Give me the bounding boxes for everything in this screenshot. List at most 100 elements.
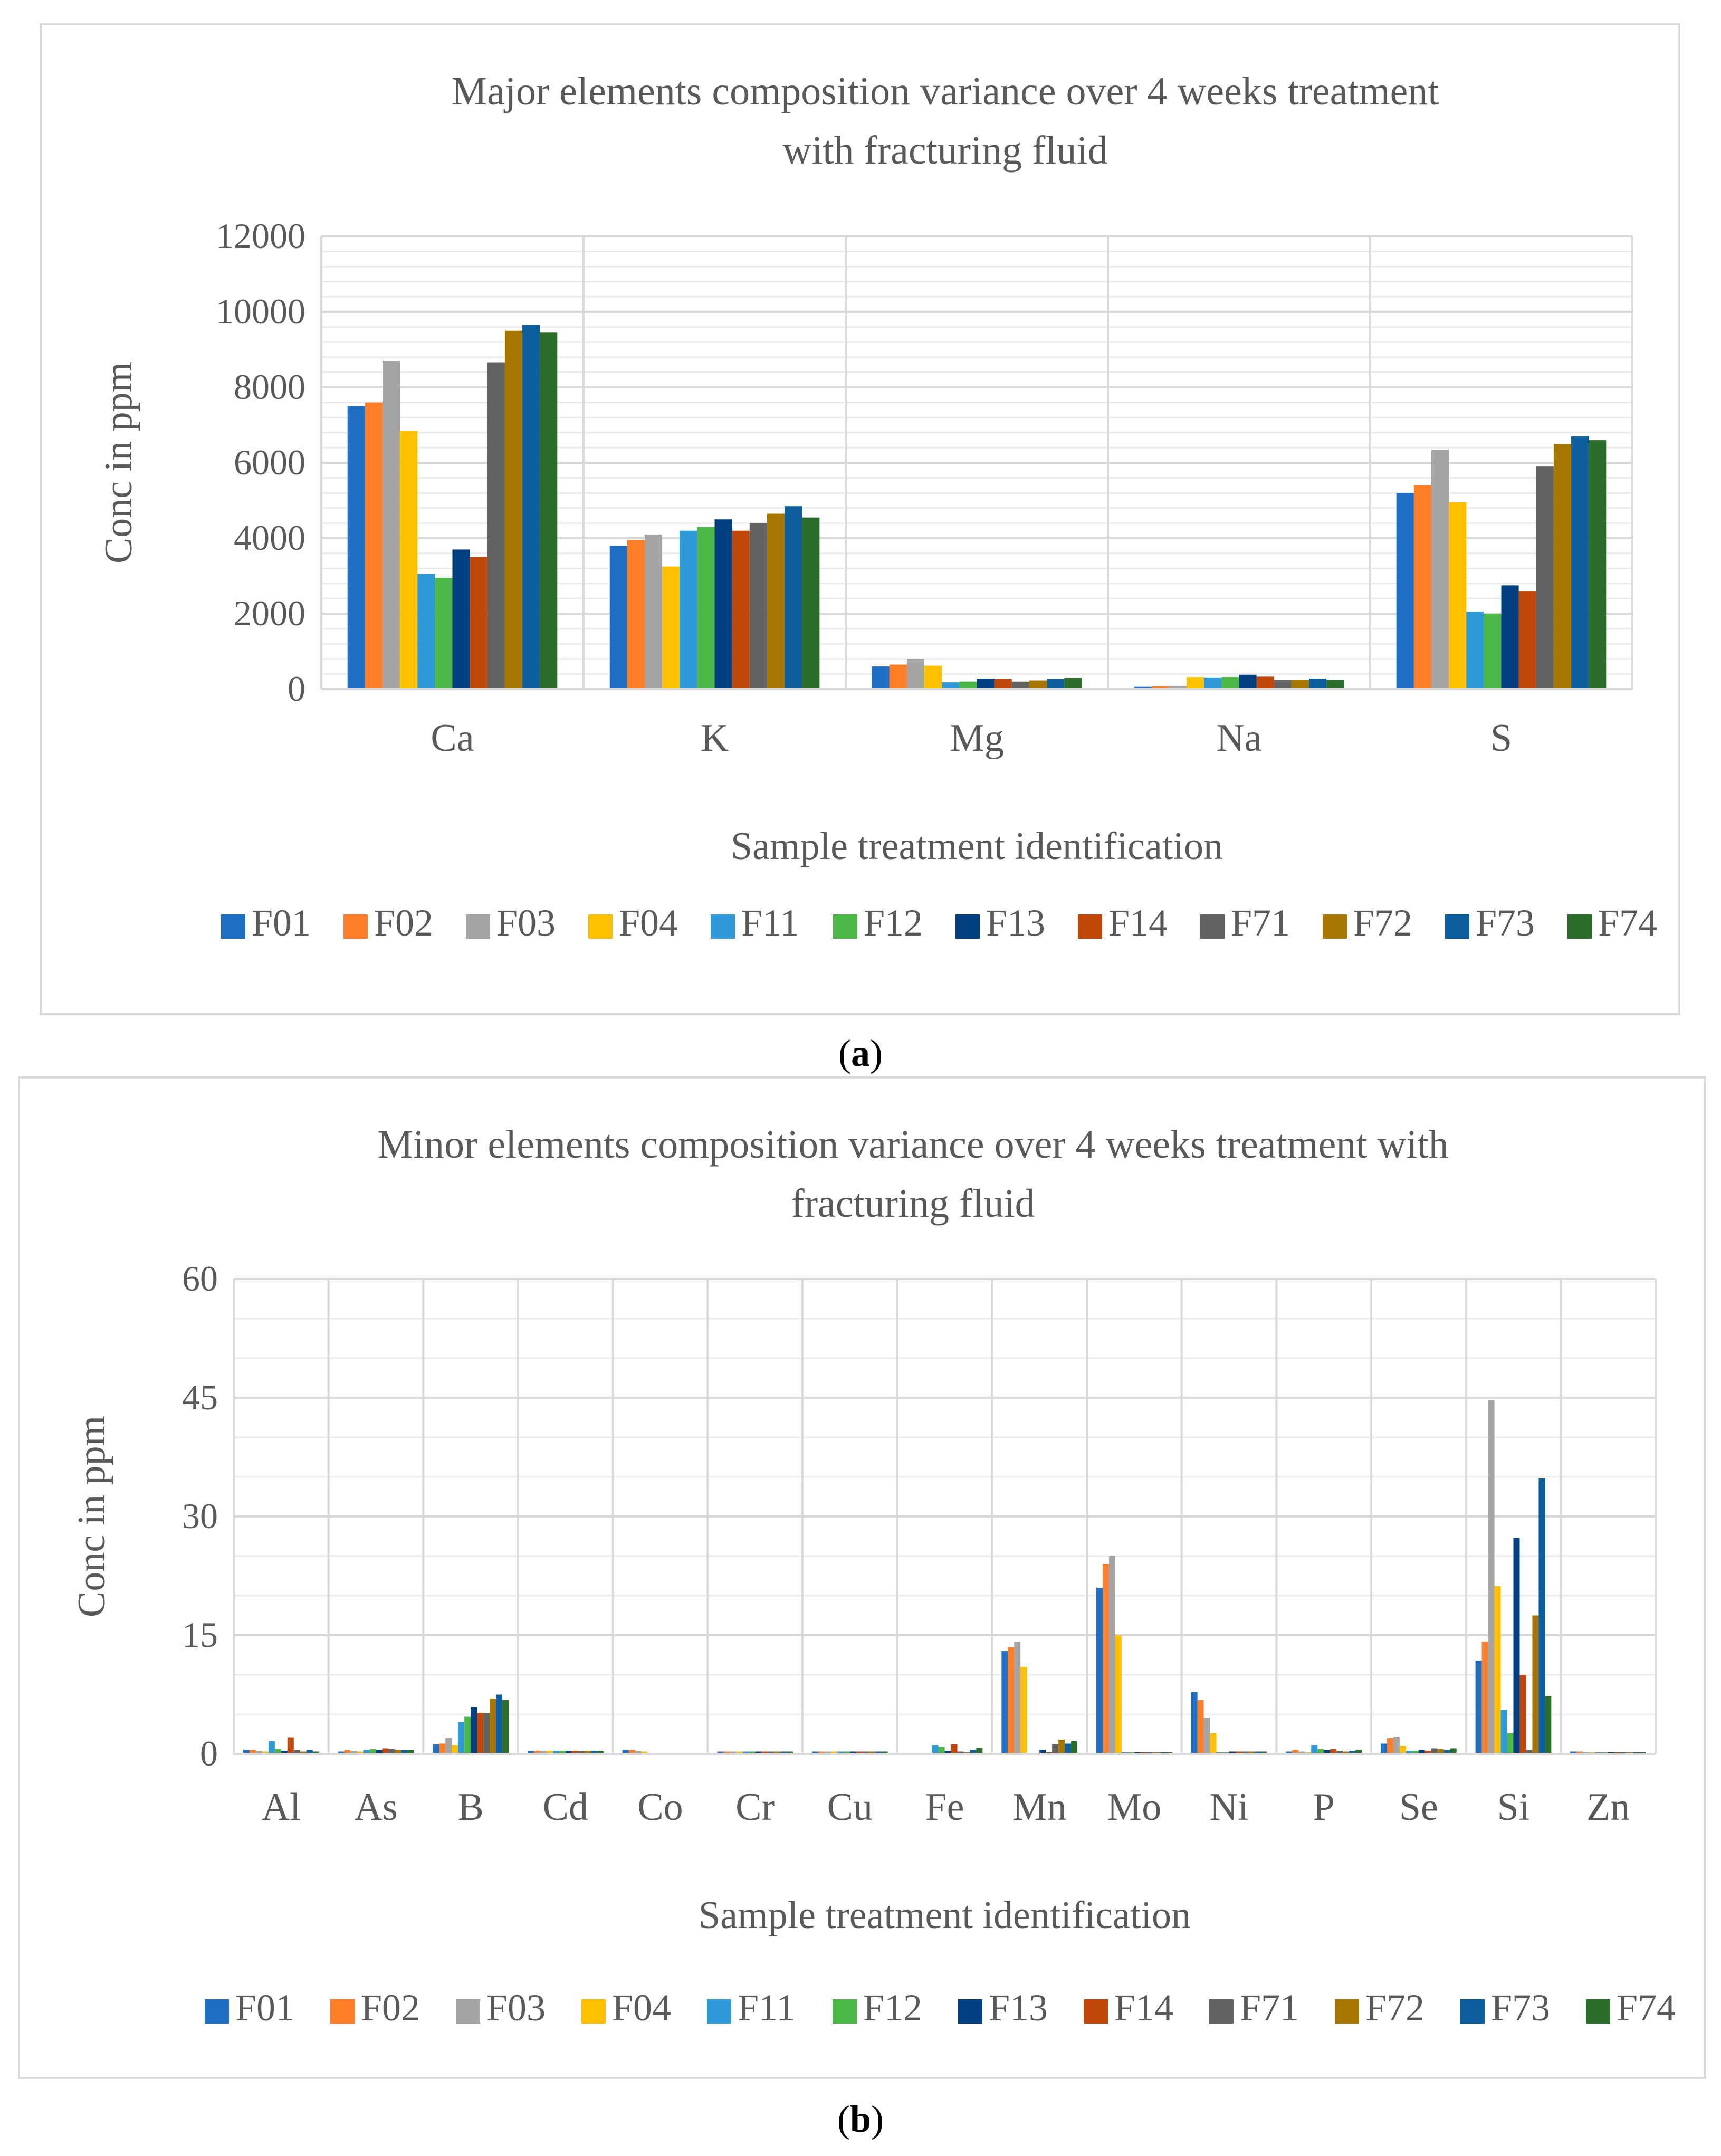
- bar-f13-al: [281, 1751, 288, 1754]
- bar-f71-cr: [768, 1751, 775, 1754]
- bar-f71-mg: [1011, 681, 1029, 689]
- bar-f04-cd: [546, 1751, 553, 1754]
- bar-f72-cd: [584, 1751, 591, 1754]
- y-tick-label: 10000: [216, 291, 305, 331]
- bar-f72-se: [1437, 1749, 1444, 1754]
- bar-f74-k: [802, 517, 820, 689]
- bar-f13-k: [714, 519, 732, 689]
- bar-f04-ni: [1210, 1733, 1217, 1754]
- bar-f71-fe: [957, 1751, 964, 1754]
- bar-f71-ca: [487, 362, 505, 689]
- bar-f11-cr: [742, 1751, 749, 1754]
- legend-label-f12: F12: [863, 1987, 922, 2029]
- bar-f03-cr: [730, 1751, 737, 1754]
- bar-f13-cd: [565, 1751, 572, 1754]
- bar-f12-mg: [959, 681, 977, 689]
- bar-f74-si: [1545, 1696, 1552, 1754]
- bar-f01-k: [609, 546, 627, 689]
- bar-f02-se: [1387, 1738, 1393, 1754]
- bar-f01-ca: [347, 406, 365, 689]
- bar-f73-cu: [875, 1751, 882, 1754]
- bar-f04-s: [1449, 502, 1467, 689]
- bar-f01-s: [1396, 493, 1414, 689]
- bar-f71-cd: [578, 1751, 585, 1754]
- x-category-label: Si: [1497, 1786, 1530, 1829]
- bar-f12-b: [464, 1716, 471, 1754]
- x-category-label: S: [1490, 717, 1512, 760]
- bar-f01-na: [1134, 686, 1152, 689]
- legend-label-f03: F03: [486, 1987, 546, 2029]
- y-tick-label: 2000: [234, 593, 305, 633]
- x-axis-title: Sample treatment identification: [699, 1894, 1191, 1937]
- bar-f73-b: [496, 1694, 503, 1754]
- bar-f12-p: [1317, 1749, 1324, 1754]
- bar-f73-s: [1571, 436, 1589, 689]
- legend-swatch-f72: [1335, 1999, 1359, 2024]
- bar-f13-b: [471, 1707, 477, 1754]
- bar-f04-ca: [400, 431, 418, 689]
- bar-f72-b: [490, 1699, 496, 1754]
- bar-f12-cu: [843, 1751, 850, 1754]
- bar-f72-cu: [868, 1751, 875, 1754]
- bar-f04-as: [357, 1751, 364, 1754]
- bar-f11-al: [268, 1741, 275, 1754]
- bar-f04-co: [641, 1751, 648, 1754]
- bar-f74-ni: [1260, 1751, 1267, 1754]
- bar-f74-na: [1326, 680, 1344, 689]
- bar-f73-al: [306, 1750, 313, 1754]
- bar-f74-mg: [1064, 678, 1082, 689]
- legend-swatch-f12: [833, 1999, 857, 2024]
- legend-swatch-f04: [581, 1999, 606, 2024]
- bar-f73-si: [1538, 1478, 1545, 1754]
- bar-f12-k: [697, 527, 715, 689]
- bar-f72-na: [1291, 680, 1309, 689]
- bar-f74-se: [1450, 1748, 1457, 1754]
- bar-f03-co: [635, 1751, 642, 1754]
- bar-f12-na: [1221, 677, 1239, 689]
- bar-f01-p: [1286, 1751, 1293, 1754]
- y-tick-label: 12000: [216, 216, 305, 256]
- bar-f13-fe: [944, 1751, 951, 1754]
- bar-f02-ca: [365, 402, 383, 689]
- bar-f01-b: [433, 1744, 439, 1754]
- bar-f73-cd: [590, 1751, 597, 1754]
- bar-f04-na: [1187, 677, 1204, 689]
- bar-f14-mg: [994, 679, 1012, 689]
- bar-f02-ni: [1197, 1700, 1204, 1754]
- legend-swatch-f13: [958, 1999, 982, 2024]
- bar-f71-mn: [1052, 1744, 1059, 1754]
- bar-f74-cu: [881, 1751, 888, 1754]
- bar-f13-mn: [1039, 1750, 1046, 1754]
- bar-f03-mg: [906, 659, 925, 689]
- bar-f12-si: [1507, 1733, 1514, 1754]
- bar-f73-p: [1349, 1751, 1356, 1754]
- major-elements-chart: Major elements composition variance over…: [97, 69, 1657, 944]
- y-tick-label: 0: [200, 1733, 218, 1773]
- bar-f11-cu: [837, 1751, 844, 1754]
- y-axis-title: Conc in ppm: [97, 362, 140, 564]
- y-tick-label: 4000: [234, 518, 305, 558]
- bar-f01-cu: [811, 1751, 818, 1754]
- bar-f04-se: [1399, 1746, 1406, 1754]
- bar-f12-se: [1412, 1751, 1419, 1754]
- bar-f03-mo: [1108, 1556, 1115, 1754]
- legend-label-f74: F74: [1617, 1987, 1676, 2029]
- chart-title: fracturing fluid: [791, 1181, 1035, 1226]
- bar-f14-cu: [856, 1751, 863, 1754]
- legend-label-f11: F11: [738, 1987, 795, 2029]
- bar-f71-s: [1536, 466, 1554, 689]
- bar-f14-fe: [951, 1744, 958, 1754]
- bar-f01-co: [622, 1750, 629, 1754]
- x-category-label: Mo: [1107, 1786, 1161, 1829]
- bar-f12-s: [1484, 614, 1502, 689]
- x-category-label: Al: [262, 1786, 301, 1829]
- legend-swatch-f73: [1460, 1999, 1485, 2024]
- bar-f14-al: [287, 1737, 294, 1754]
- legend-label-f01: F01: [252, 902, 311, 944]
- x-category-label: Cu: [827, 1786, 873, 1829]
- bar-f11-mg: [942, 682, 960, 689]
- legend-swatch-f01: [221, 914, 245, 939]
- bar-f73-as: [401, 1750, 408, 1754]
- legend-label-f72: F72: [1365, 1987, 1424, 2029]
- bar-f01-ni: [1191, 1692, 1198, 1754]
